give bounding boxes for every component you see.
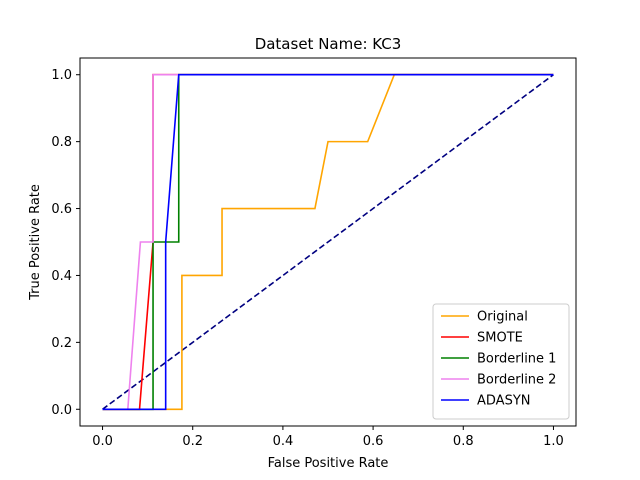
x-tick-label: 0.4	[273, 434, 294, 449]
y-tick-label: 0.8	[51, 135, 72, 150]
x-axis-ticks: 0.0 0.2 0.4 0.6 0.8 1.0	[92, 426, 564, 449]
legend-label-borderline-2: Borderline 2	[477, 373, 556, 388]
y-axis-label: True Positive Rate	[28, 184, 43, 301]
y-tick-label: 0.4	[51, 269, 72, 284]
x-tick-label: 0.8	[453, 434, 474, 449]
series-line-original	[102, 73, 554, 411]
plot-lines	[102, 73, 554, 411]
legend-label-smote: SMOTE	[477, 331, 523, 346]
y-tick-label: 0.6	[51, 202, 72, 217]
chart-title: Dataset Name: KC3	[255, 35, 402, 53]
reference-diagonal-line	[102, 74, 554, 410]
legend-box	[432, 303, 570, 420]
series-line-adasyn	[102, 73, 554, 411]
legend: Original SMOTE Borderline 1 Borderline 2 ADA…	[432, 303, 570, 420]
x-tick-label: 0.0	[92, 434, 113, 449]
legend-label-borderline-1: Borderline 1	[477, 352, 556, 367]
y-tick-label: 0.0	[51, 403, 72, 418]
y-tick-label: 1.0	[51, 68, 72, 83]
x-tick-label: 1.0	[543, 434, 564, 449]
x-tick-label: 0.2	[182, 434, 203, 449]
y-axis-ticks: 0.0 0.2 0.4 0.6 0.8 1.0	[51, 68, 80, 418]
x-tick-label: 0.6	[363, 434, 384, 449]
x-axis-label: False Positive Rate	[268, 456, 389, 471]
y-tick-label: 0.2	[51, 336, 72, 351]
legend-label-original: Original	[477, 310, 528, 325]
plot-frame	[79, 57, 577, 427]
legend-label-adasyn: ADASYN	[477, 394, 531, 409]
